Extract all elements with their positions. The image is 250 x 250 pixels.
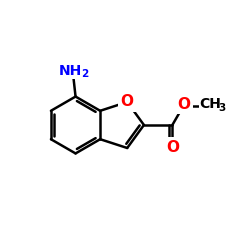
Text: 3: 3 <box>219 103 226 113</box>
Text: O: O <box>121 94 134 110</box>
Text: NH: NH <box>59 64 82 78</box>
Text: 2: 2 <box>81 69 88 79</box>
Text: CH: CH <box>200 98 222 112</box>
Text: O: O <box>178 97 190 112</box>
Text: O: O <box>166 140 179 155</box>
